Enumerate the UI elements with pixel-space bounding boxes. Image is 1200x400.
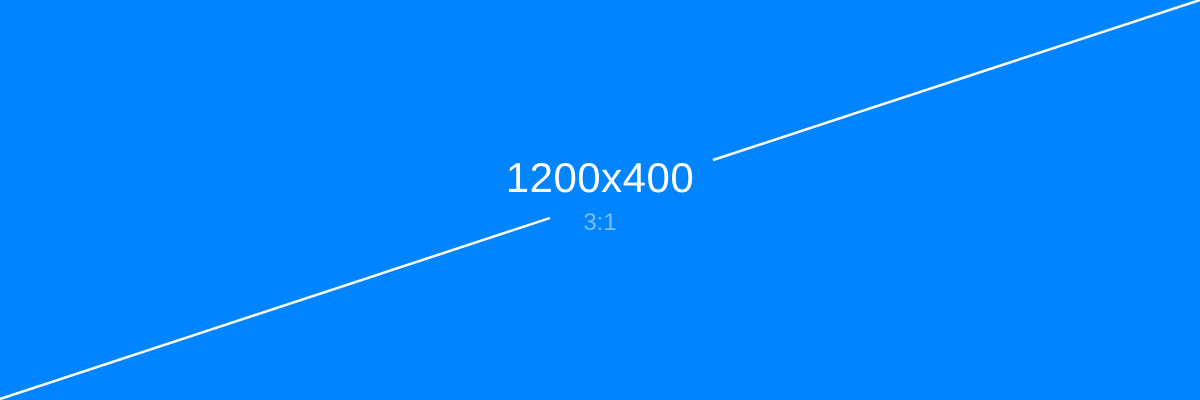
diagonal-line-upper-segment	[712, 0, 1200, 162]
diagonal-line-lower-segment	[0, 216, 551, 400]
dimensions-label: 1200x400	[505, 154, 695, 201]
aspect-ratio-label: 3:1	[583, 209, 617, 236]
